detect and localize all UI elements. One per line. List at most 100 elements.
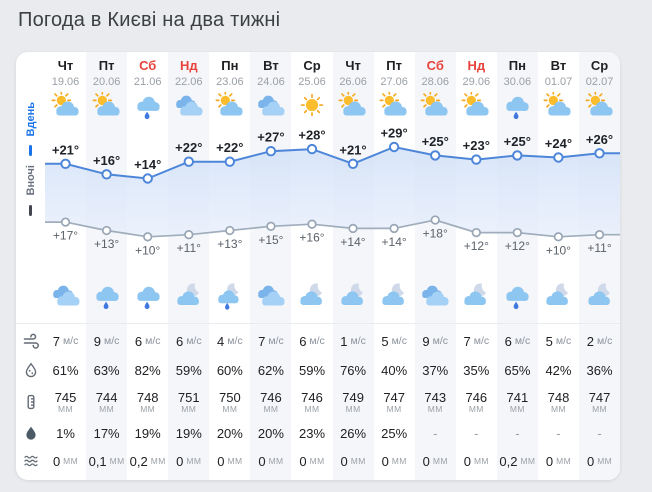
day-temp-point [471,154,482,165]
day-name: Пт [98,58,115,73]
sun-cloud-icon [544,92,572,116]
day-column-header[interactable]: Вт 24.06 [250,58,291,120]
clouds-icon [175,95,203,116]
day-column-header[interactable]: Ср 25.06 [291,58,332,120]
day-temp-point [594,148,605,159]
moon-cloud-icon [464,283,487,306]
night-temp-label: +15° [258,233,283,247]
column-stripe [496,52,538,480]
night-temp-label: +12° [505,239,530,253]
day-temp-label: +22° [175,140,202,155]
night-temp-label: +17° [53,229,78,243]
day-column-header[interactable]: Пн 30.06 [497,58,538,120]
chart-band: +21° +16° +14° +22° +22° +27° +28° +21° +29° +25°… [16,120,620,276]
night-temp-label: +10° [135,243,160,257]
precip-amount-value: 0,2 мм [499,453,536,469]
precip-probability-row: 1% 17% 19% 19% 20% 20% 23% 26% 25% - - - - - [16,419,620,447]
precip-probability-value: - [556,425,561,441]
day-column-header[interactable]: Чт 19.06 [45,58,86,120]
day-name: Ср [303,58,321,73]
day-temp-label: +14° [134,157,161,172]
day-temp-label: +25° [504,134,531,149]
night-weather [497,282,538,310]
day-column-header[interactable]: Нд 29.06 [456,58,497,120]
day-date: 24.06 [257,76,285,88]
day-name: Нд [467,58,486,73]
day-name: Чт [345,58,361,73]
precip-amount-row: 0 мм 0,1 мм 0,2 мм 0 мм 0 мм 0 мм 0 мм 0 мм 0 мм 0 мм 0 мм 0,2… [16,447,620,475]
day-date: 29.06 [462,76,491,88]
day-column-header[interactable]: Чт 26.06 [333,58,374,120]
day-weather [542,92,574,120]
pressure-value: 741 мм [506,389,529,414]
moon-cloud-icon [177,283,199,306]
legend-day-label: Вдень [24,102,37,137]
night-temp-label: +12° [464,239,489,253]
night-weather [127,282,168,310]
wind-value: 6 м/с [299,333,325,349]
humidity-value: 42% [545,362,572,378]
night-weather [250,282,291,310]
humidity-value: 61% [52,362,79,378]
day-weather [132,92,164,120]
precip-amount-value: 0 мм [52,453,79,469]
precip-amount-value: 0 мм [381,453,407,469]
pressure-value: 748 мм [547,389,570,414]
night-weather [415,282,456,310]
precip-probability-value: 19% [175,425,202,441]
day-name: Нд [179,58,198,73]
day-column-header[interactable]: Ср 02.07 [579,58,620,120]
day-column-header[interactable]: Сб 21.06 [127,58,168,120]
legend-night-label: Вночі [24,165,37,196]
day-temp-point [224,156,236,167]
precip-probability-value: 17% [93,425,120,441]
sun-cloud-icon [585,92,613,116]
day-column-header[interactable]: Пт 20.06 [86,58,127,120]
precip-probability-icon [16,425,45,441]
precip-probability-value: 19% [134,425,161,441]
day-temp-point [101,169,112,180]
clouds-icon [422,285,449,306]
moon-cloud-icon [382,283,405,306]
column-stripe [414,52,456,480]
day-column-header[interactable]: Пн 23.06 [209,58,250,120]
day-header-band: Чт 19.06 Пт 20.06 Сб 21.06 Нд 22.06 Пн 23.06 Вт 24.… [16,58,620,120]
night-temp-point [389,223,399,234]
wind-value: 6 м/с [175,333,202,349]
day-column-header[interactable]: Вт 01.07 [538,58,579,120]
sun-cloud-icon [51,92,79,116]
humidity-value: 82% [134,362,161,378]
details-table: 7 м/с 9 м/с 6 м/с 6 м/с 4 м/с 7 м/с 6 м/с 1 м/с 5 м/с 9 м/с… [16,323,620,475]
day-temp-point [430,150,441,161]
column-stripe [168,52,210,480]
day-name: Сб [139,58,157,73]
humidity-value: 35% [463,362,490,378]
night-weather [456,282,497,310]
clouds-icon [258,285,285,306]
page-title: Погода в Києві на два тижні [18,9,281,31]
day-column-header[interactable]: Сб 28.06 [415,58,456,120]
pressure-value: 743 мм [424,389,447,414]
day-column-header[interactable]: Пт 27.06 [374,58,415,120]
rain-icon [137,96,160,120]
precip-amount-value: 0 мм [422,453,448,469]
precip-amount-icon [16,453,45,469]
wind-value: 5 м/с [545,333,572,349]
humidity-value: 36% [586,362,613,378]
day-date: 01.07 [544,76,573,88]
night-temp-label: +16° [299,231,324,245]
day-column-header[interactable]: Нд 22.06 [168,58,209,120]
wind-value: 7 м/с [52,333,79,349]
precip-probability-value: 20% [257,425,284,441]
precip-amount-value: 0,1 мм [88,453,125,469]
pressure-value: 746 мм [465,389,488,414]
pressure-value: 747 мм [383,389,406,414]
day-temp-point [347,158,359,169]
day-name: Пт [386,58,403,73]
day-date: 28.06 [421,76,449,88]
day-header-row: Чт 19.06 Пт 20.06 Сб 21.06 Нд 22.06 Пн 23.06 Вт 24.… [45,58,620,120]
night-temp-point [430,215,440,225]
wind-value: 7 м/с [258,333,284,349]
humidity-value: 60% [216,362,243,378]
precip-probability-value: - [474,425,479,441]
